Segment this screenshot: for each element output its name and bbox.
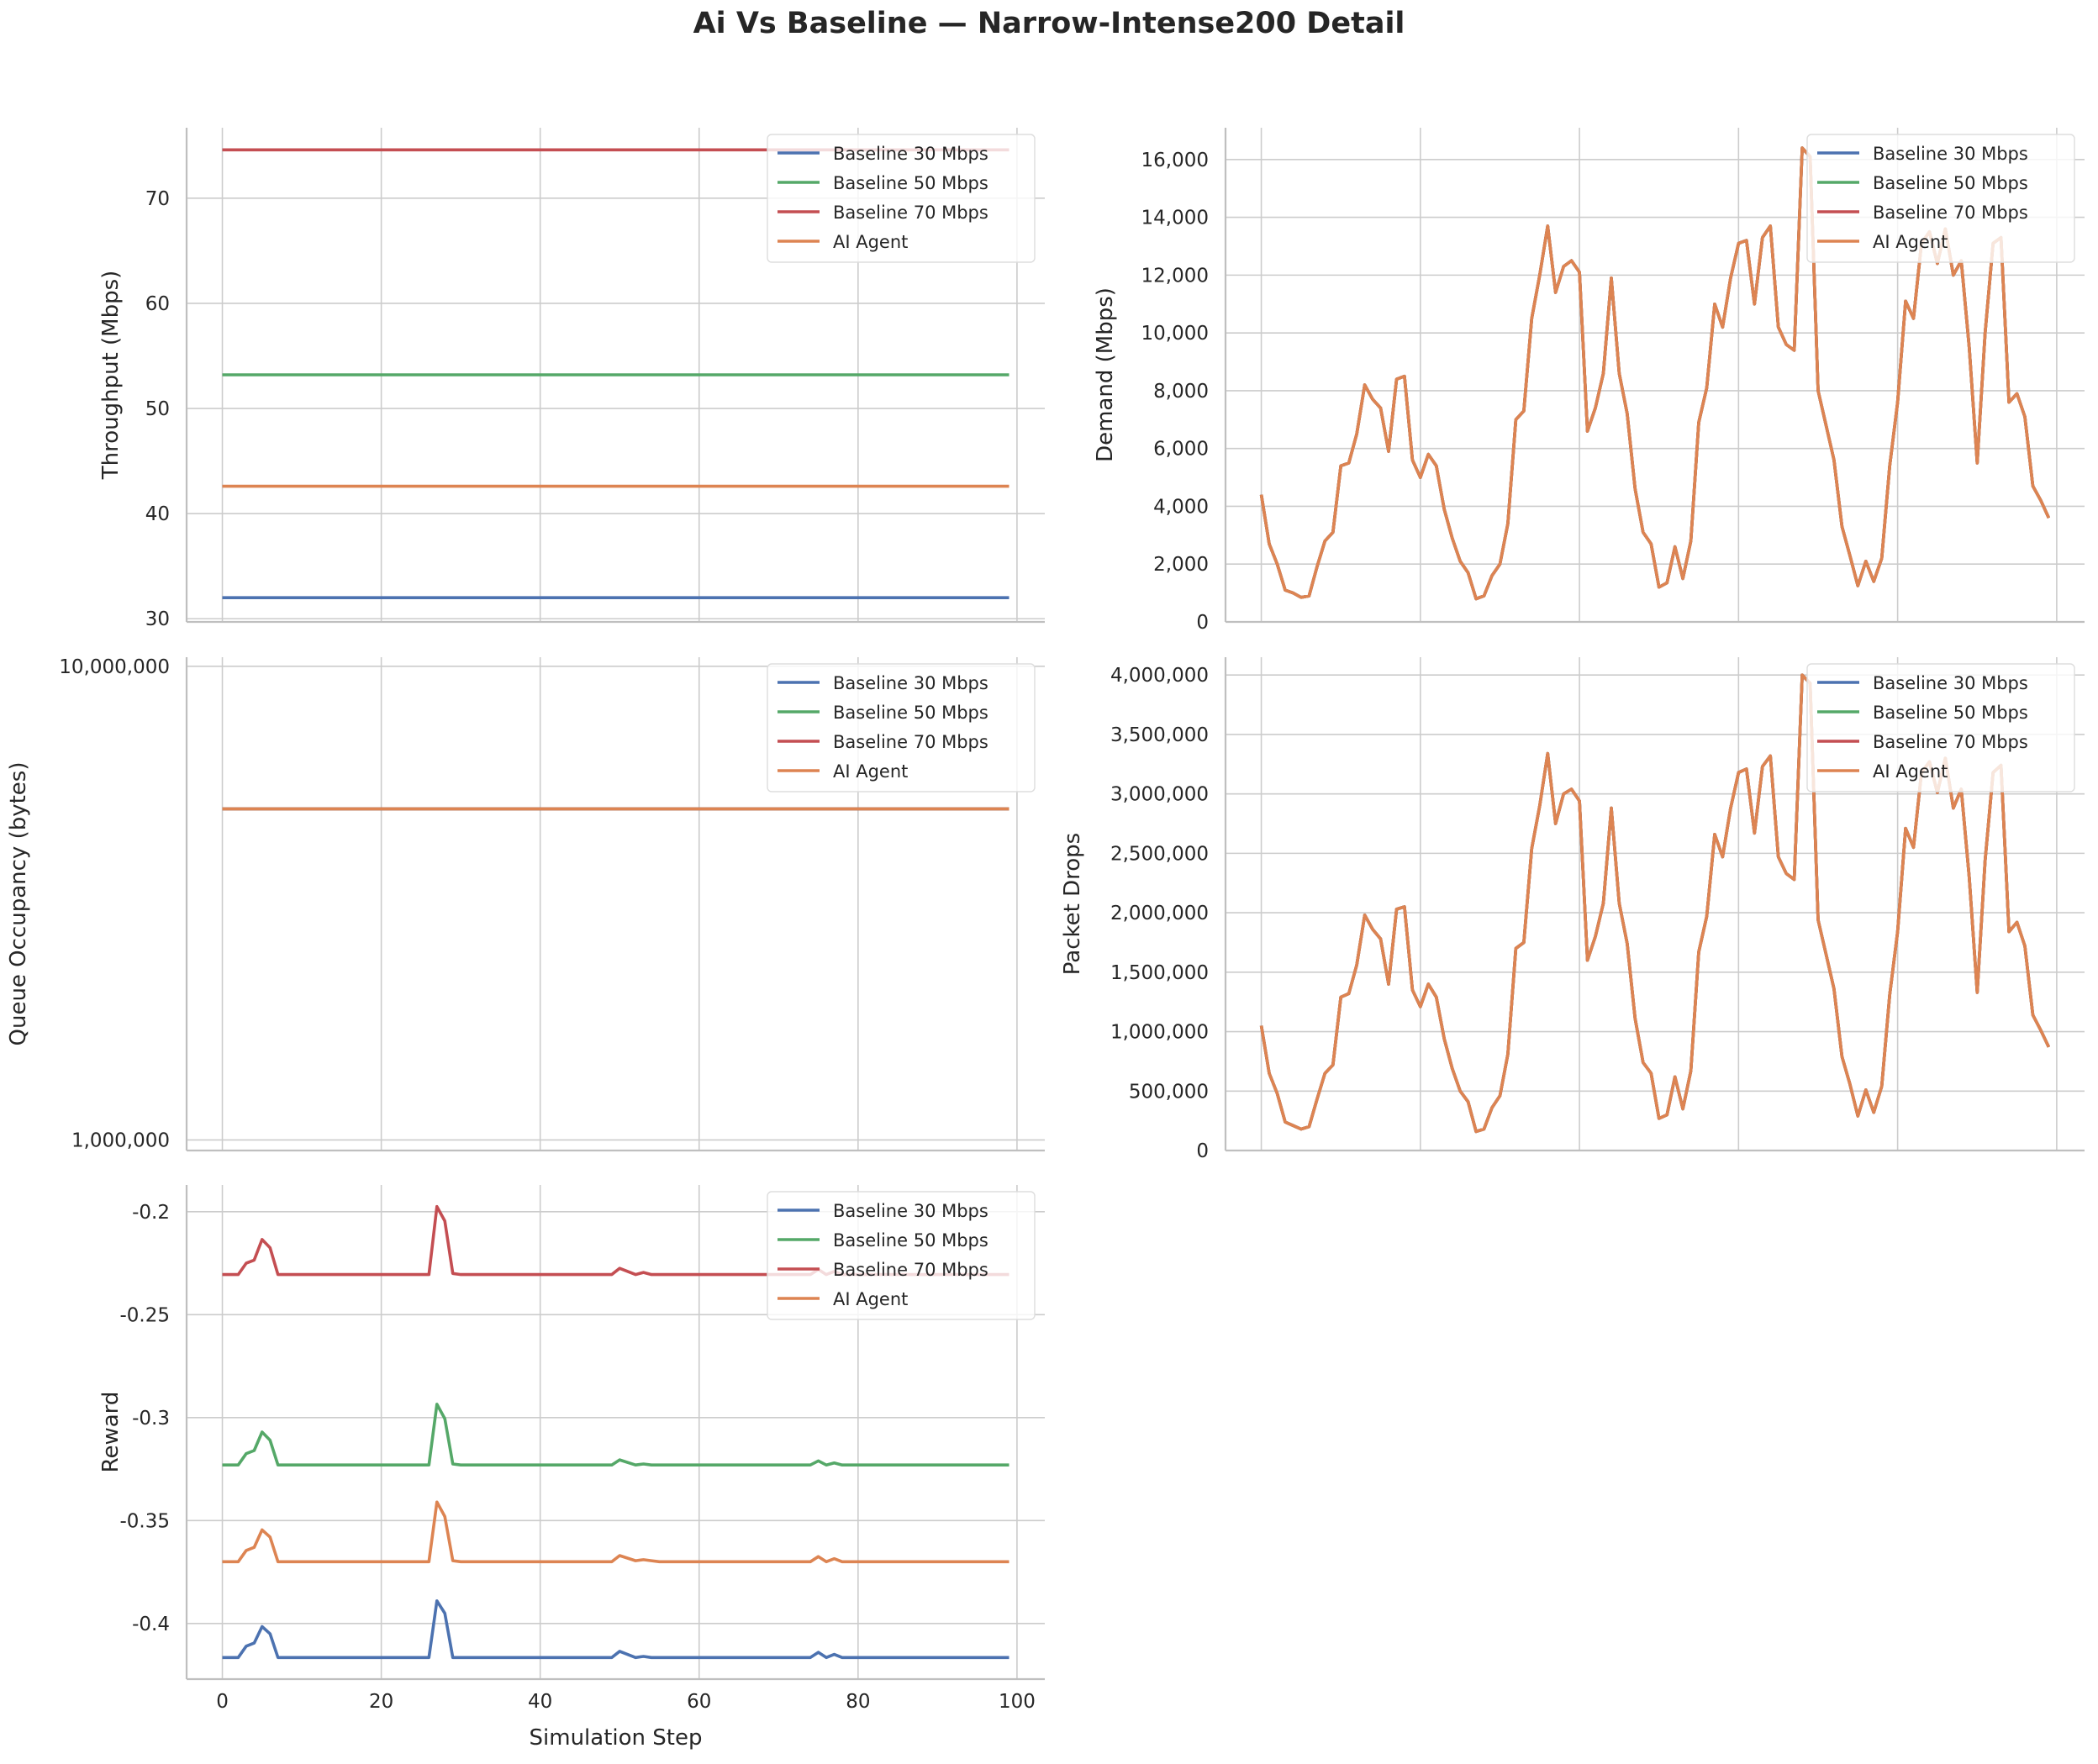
y-tick-label: -0.35 <box>119 1510 170 1532</box>
series-line-baseline-50-mbps <box>222 1403 1009 1466</box>
panel-1: 30 40 50 60 70 Throughput (Mbps) Baseline 30 M… <box>98 128 1045 630</box>
legend-box <box>1806 134 2075 263</box>
y-axis-label: Demand (Mbps) <box>1093 287 1118 462</box>
y-tick-label: 50 <box>145 398 170 420</box>
legend-label: AI Agent <box>1873 761 1948 782</box>
figure-title: Ai Vs Baseline — Narrow-Intense200 Detai… <box>693 7 1405 40</box>
legend-label: Baseline 70 Mbps <box>833 1260 988 1280</box>
legend-label: AI Agent <box>1873 232 1948 252</box>
y-tick-label: 500,000 <box>1129 1081 1209 1103</box>
y-axis-label: Queue Occupancy (bytes) <box>6 762 31 1046</box>
legend-label: AI Agent <box>833 1289 908 1309</box>
legend-label: AI Agent <box>833 761 908 782</box>
y-tick-label: 4,000 <box>1153 496 1209 518</box>
legend-box <box>767 1191 1036 1320</box>
y-tick-label: 0 <box>1196 1140 1209 1162</box>
y-tick-label: 1,000,000 <box>1110 1022 1209 1044</box>
y-tick-label: 10,000 <box>1141 323 1209 345</box>
x-tick-label: 20 <box>369 1691 393 1713</box>
legend-label: Baseline 50 Mbps <box>1873 703 2028 723</box>
y-tick-label: 1,500,000 <box>1110 962 1209 984</box>
y-axis-label: Reward <box>98 1392 124 1473</box>
legend-label: Baseline 30 Mbps <box>1873 673 2028 693</box>
panel-3: 1,000,000 10,000,000 Queue Occupancy (byte… <box>6 656 1045 1151</box>
y-tick-label: 12,000 <box>1141 265 1209 287</box>
series-line-ai-agent <box>222 1500 1009 1564</box>
y-tick-label: 3,000,000 <box>1110 784 1209 806</box>
y-tick-label: 2,000 <box>1153 554 1209 576</box>
y-tick-label: 30 <box>145 608 170 630</box>
legend-label: Baseline 70 Mbps <box>833 203 988 223</box>
y-tick-label: -0.3 <box>132 1408 170 1430</box>
y-axis-label: Packet Drops <box>1060 833 1085 975</box>
y-tick-label: -0.2 <box>132 1202 170 1224</box>
legend-label: Baseline 50 Mbps <box>833 173 988 193</box>
y-tick-label: 40 <box>145 503 170 525</box>
y-tick-label: 0 <box>1196 612 1209 634</box>
panel-2: 0 2,000 4,000 6,000 8,000 10,000 12,000 14,000 1… <box>1093 128 2085 634</box>
series-line-ai-agent <box>1259 673 2051 1134</box>
panel-5: -0.4 -0.35 -0.3 -0.25 -0.2 0 20 40 60 80 100 Reward… <box>98 1185 1045 1751</box>
legend-label: Baseline 50 Mbps <box>833 703 988 723</box>
y-tick-label: 3,500,000 <box>1110 724 1209 746</box>
y-tick-label: 4,000,000 <box>1110 665 1209 687</box>
legend-label: Baseline 50 Mbps <box>1873 173 2028 193</box>
legend-label: Baseline 30 Mbps <box>1873 144 2028 164</box>
legend-box <box>767 663 1036 792</box>
legend-label: Baseline 70 Mbps <box>1873 203 2028 223</box>
y-tick-label: 2,500,000 <box>1110 843 1209 865</box>
panel-4: 0 500,000 1,000,000 1,500,000 2,000,000 2,500… <box>1060 657 2085 1162</box>
x-tick-label: 100 <box>999 1691 1036 1713</box>
y-tick-label: 14,000 <box>1141 208 1209 229</box>
series-line-baseline-30-mbps <box>222 1599 1009 1660</box>
series-line-ai-agent <box>1259 146 2051 601</box>
legend-label: Baseline 30 Mbps <box>833 144 988 164</box>
legend-box <box>1806 663 2075 792</box>
legend-box <box>767 134 1036 263</box>
legend-label: Baseline 70 Mbps <box>833 732 988 752</box>
y-tick-label: 60 <box>145 293 170 315</box>
y-tick-label: 70 <box>145 188 170 210</box>
y-tick-label: 6,000 <box>1153 439 1209 461</box>
y-axis-label: Throughput (Mbps) <box>98 271 124 481</box>
y-tick-label: 8,000 <box>1153 381 1209 403</box>
y-tick-label: 10,000,000 <box>59 656 170 678</box>
y-tick-label: -0.25 <box>119 1304 170 1326</box>
y-tick-label: 1,000,000 <box>71 1129 170 1151</box>
x-tick-label: 0 <box>216 1691 229 1713</box>
x-axis-label: Simulation Step <box>530 1725 703 1751</box>
x-tick-label: 40 <box>528 1691 552 1713</box>
y-tick-label: 2,000,000 <box>1110 903 1209 924</box>
legend-label: Baseline 30 Mbps <box>833 673 988 693</box>
x-tick-label: 60 <box>687 1691 711 1713</box>
legend-label: Baseline 70 Mbps <box>1873 732 2028 752</box>
legend-label: Baseline 50 Mbps <box>833 1230 988 1251</box>
legend-label: Baseline 30 Mbps <box>833 1201 988 1221</box>
x-tick-label: 80 <box>846 1691 870 1713</box>
legend-label: AI Agent <box>833 232 908 252</box>
y-tick-label: 16,000 <box>1141 150 1209 171</box>
y-tick-label: -0.4 <box>132 1614 170 1635</box>
